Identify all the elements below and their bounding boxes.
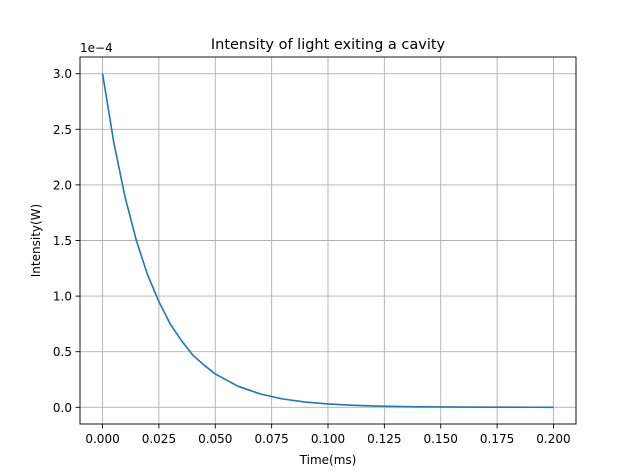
y-offset-label: 1e−4	[80, 41, 113, 55]
x-tick-label: 0.000	[85, 432, 119, 446]
y-tick-label: 2.5	[53, 123, 72, 137]
y-tick-label: 1.5	[53, 234, 72, 248]
y-tick-layer: 0.0 0.5 1.0 1.5 2.0 2.5 3.0	[53, 67, 80, 415]
x-tick-label: 0.150	[424, 432, 458, 446]
y-axis-label: Intensity(W)	[29, 204, 43, 277]
y-tick-label: 3.0	[53, 67, 72, 81]
x-tick-label: 0.200	[536, 432, 570, 446]
x-tick-label: 0.050	[198, 432, 232, 446]
x-tick-layer: 0.000 0.025 0.050 0.075 0.100 0.125 0.150 0.175…	[85, 424, 571, 446]
chart-title: Intensity of light exiting a cavity	[211, 37, 446, 53]
y-tick-label: 0.0	[53, 401, 72, 415]
x-tick-label: 0.075	[254, 432, 288, 446]
x-tick-label: 0.025	[142, 432, 176, 446]
x-tick-label: 0.175	[480, 432, 514, 446]
series-line	[101, 73, 554, 409]
x-tick-label: 0.125	[367, 432, 401, 446]
x-tick-label: 0.100	[311, 432, 345, 446]
grid-layer	[80, 57, 576, 424]
series-layer	[101, 73, 554, 409]
y-tick-label: 1.0	[53, 290, 72, 304]
x-axis-label: Time(ms)	[299, 453, 357, 467]
y-tick-label: 0.5	[53, 345, 72, 359]
y-tick-label: 2.0	[53, 178, 72, 192]
